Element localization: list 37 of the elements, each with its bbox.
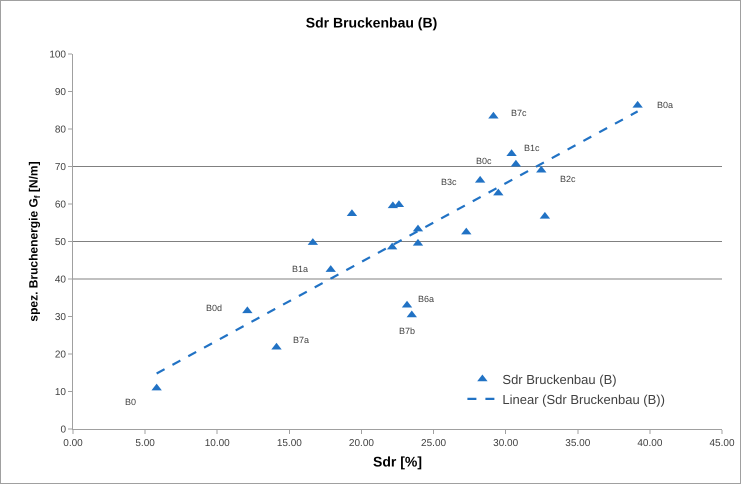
- annotation: B0: [125, 397, 136, 407]
- y-tick-label: 30: [54, 312, 66, 323]
- y-tick-label: 50: [54, 237, 66, 248]
- y-tick-label: 40: [54, 274, 66, 286]
- x-tick-label: 10.00: [204, 438, 230, 449]
- annotation: B3c: [441, 177, 458, 187]
- annotation: B2c: [560, 174, 576, 184]
- y-tick-label: 20: [54, 350, 66, 360]
- annotation: B7c: [511, 108, 528, 118]
- x-tick-label: 5.00: [135, 438, 156, 449]
- x-tick-label: 30.00: [493, 438, 519, 449]
- x-tick-label: 35.00: [565, 438, 591, 449]
- annotation: B0c: [476, 156, 492, 166]
- y-tick-label: 90: [54, 87, 66, 98]
- annotation: B0d: [206, 303, 222, 313]
- x-axis-title: Sdr [%]: [373, 453, 422, 470]
- x-tick-label: 25.00: [421, 438, 447, 449]
- x-tick-label: 20.00: [348, 438, 374, 449]
- annotation: B7a: [293, 335, 310, 345]
- annotation: B6a: [418, 294, 434, 304]
- y-tick-label: 60: [54, 200, 66, 210]
- y-tick-label: 100: [49, 50, 66, 60]
- x-tick-label: 45.00: [709, 438, 735, 449]
- annotation: B0a: [657, 100, 674, 110]
- annotation: B1c: [524, 143, 540, 153]
- chart-title: Sdr Bruckenbau (B): [306, 14, 438, 31]
- x-tick-label: 40.00: [637, 438, 663, 449]
- x-tick-label: 0.00: [63, 438, 84, 449]
- legend-label: Linear (Sdr Bruckenbau (B)): [502, 392, 665, 407]
- legend-label: Sdr Bruckenbau (B): [502, 372, 617, 388]
- y-tick-label: 10: [54, 387, 66, 398]
- annotation: B7b: [399, 326, 416, 336]
- x-tick-label: 15.00: [276, 438, 302, 449]
- y-tick-label: 70: [54, 162, 66, 173]
- y-tick-label: 0: [60, 424, 66, 436]
- y-tick-label: 80: [54, 124, 66, 136]
- annotation: B1a: [292, 264, 308, 274]
